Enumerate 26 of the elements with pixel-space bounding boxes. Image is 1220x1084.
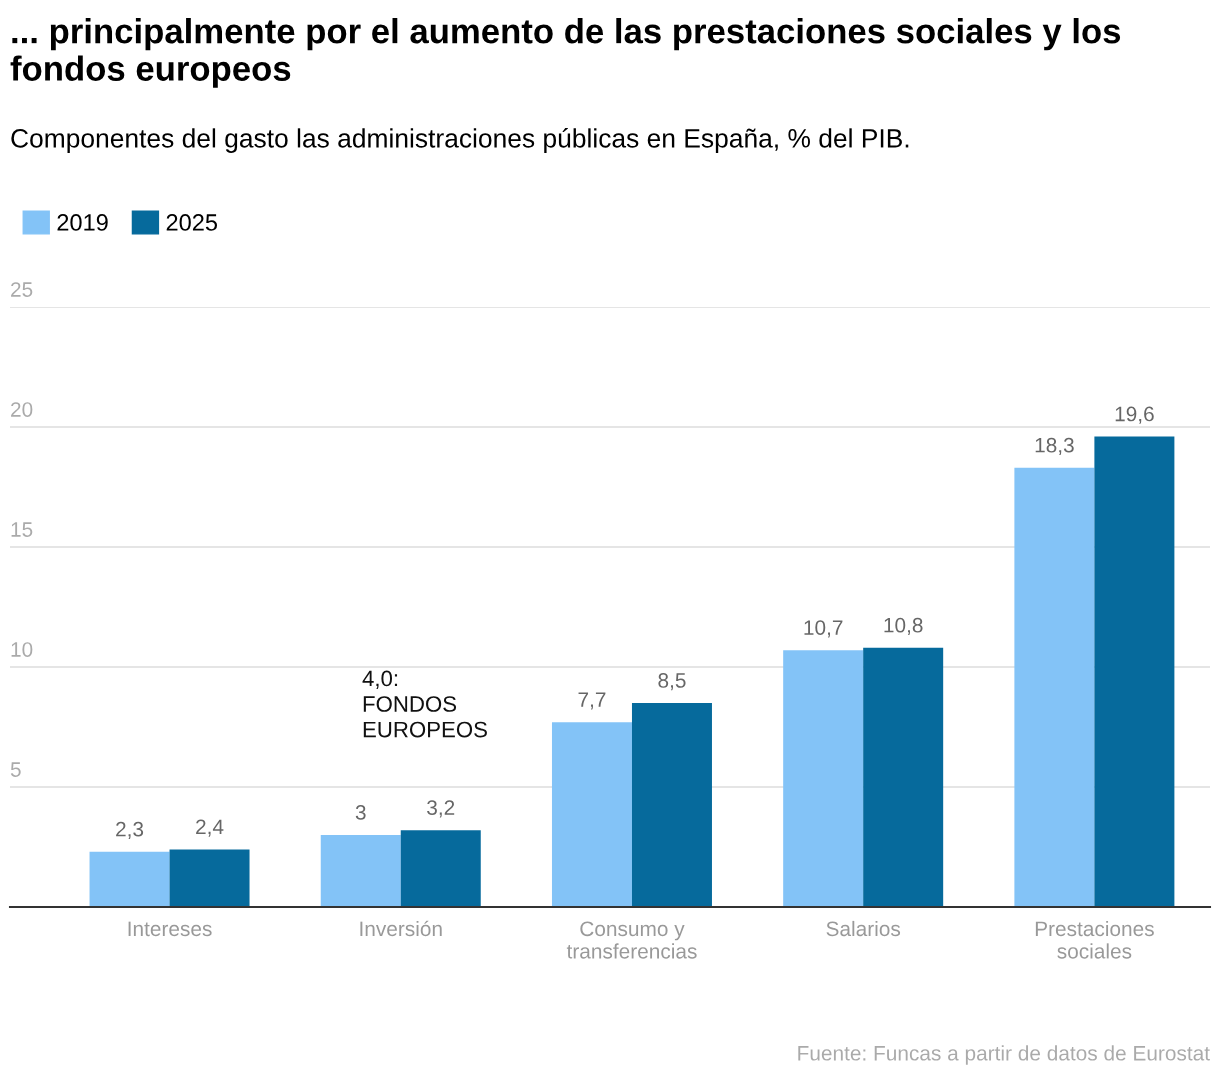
x-tick-label: Prestaciones sociales <box>1035 920 1154 959</box>
data-label: 8,5 <box>658 673 686 691</box>
y-tick-label: 10 <box>11 642 33 657</box>
data-label: 10,8 <box>884 617 923 636</box>
data-label: 2,4 <box>196 819 224 837</box>
x-tick-label: Intereses <box>128 921 212 937</box>
x-tick-label: Salarios <box>826 920 901 937</box>
data-label: 18,3 <box>1035 437 1074 456</box>
annotation: 4,0: FONDOS EUROPEOS <box>362 670 487 738</box>
data-label: 7,7 <box>578 692 606 710</box>
data-label: 3 <box>355 805 366 820</box>
legend-label: 2019 <box>57 214 108 231</box>
data-label: 10,7 <box>804 620 843 638</box>
data-label: 19,6 <box>1115 406 1154 424</box>
y-tick-label: 15 <box>11 522 33 537</box>
chart-title: ... principalmente por el aumento de las prestaciones sociales y los fondos europeos <box>10 18 1121 88</box>
chart-subtitle: Componentes del gasto las administraciones públicas en España, % del PIB. <box>11 128 909 153</box>
y-tick-label: 25 <box>11 282 33 297</box>
data-label: 3,2 <box>427 800 455 818</box>
legend-label: 2025 <box>166 214 218 231</box>
x-tick-label: Inversión <box>360 920 442 937</box>
x-tick-label: Consumo y transferencias <box>566 921 697 959</box>
y-tick-label: 5 <box>10 762 21 777</box>
y-tick-label: 20 <box>11 402 33 417</box>
source-note: Fuente: Funcas a partir de datos de Eurostat <box>798 1045 1210 1065</box>
data-label: 2,3 <box>116 821 144 840</box>
